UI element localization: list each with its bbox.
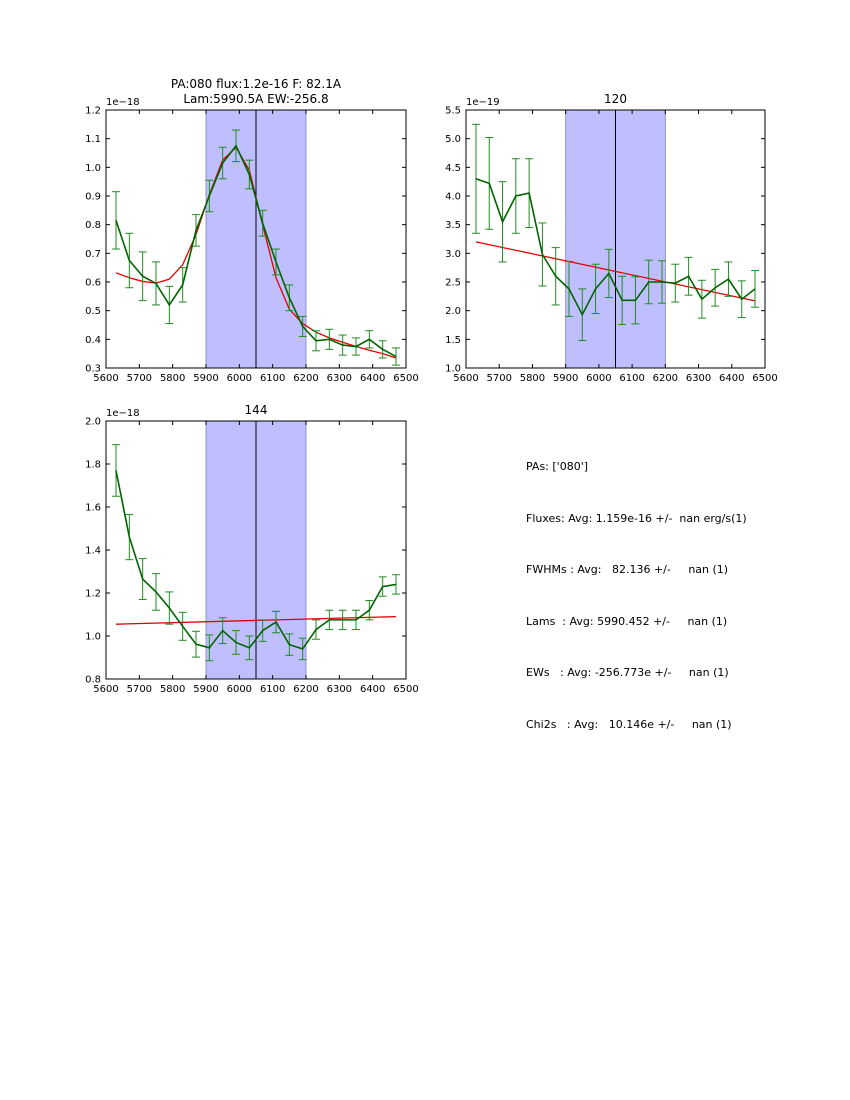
x-tick-label: 5700 bbox=[127, 373, 152, 384]
y-tick-label: 1.1 bbox=[85, 134, 101, 145]
x-tick-label: 6200 bbox=[293, 373, 318, 384]
y-tick-label: 0.7 bbox=[85, 249, 101, 260]
y-tick-label: 1.0 bbox=[85, 163, 101, 174]
y-tick-label: 2.5 bbox=[445, 278, 461, 289]
panel-pa-120: 5600 5700 5800 5900 6000 6100 6200 6300 6400 6500… bbox=[445, 92, 778, 384]
data-line bbox=[115, 470, 397, 650]
summary-stats: PAs: ['080'] Fluxes: Avg: 1.159e-16 +/- … bbox=[526, 434, 747, 757]
panel-title: 120 bbox=[604, 92, 627, 106]
x-tick-label: 6200 bbox=[653, 373, 678, 384]
stats-ews: EWs : Avg: -256.773e +/- nan (1) bbox=[526, 666, 729, 680]
y-tick-label: 3.0 bbox=[445, 249, 461, 260]
data-line bbox=[475, 178, 756, 317]
panel-pa-144: 5600 5700 5800 5900 6000 6100 6200 6300 6400 6500… bbox=[85, 403, 419, 695]
y-tick-label: 0.8 bbox=[85, 220, 101, 231]
stats-lams: Lams : Avg: 5990.452 +/- nan (1) bbox=[526, 614, 728, 628]
x-tick-label: 5900 bbox=[193, 684, 218, 695]
x-tick-label: 6400 bbox=[360, 684, 385, 695]
fit-line bbox=[115, 616, 397, 625]
panel-title: 144 bbox=[245, 403, 268, 417]
y-tick-label: 1.2 bbox=[85, 589, 101, 600]
panel-title: Lam:5990.5A EW:-256.8 bbox=[183, 92, 328, 106]
x-tick-label: 5900 bbox=[553, 373, 578, 384]
data-line bbox=[115, 144, 397, 358]
y-tick-label: 1.2 bbox=[85, 106, 101, 117]
x-tick-label: 6500 bbox=[393, 373, 418, 384]
x-tick-label: 5700 bbox=[127, 684, 152, 695]
panel-title: PA:080 flux:1.2e-16 F: 82.1A bbox=[171, 77, 342, 91]
y-tick-label: 4.0 bbox=[445, 192, 461, 203]
y-tick-label: 0.4 bbox=[85, 335, 101, 346]
y-tick-label: 2.0 bbox=[85, 417, 101, 428]
y-offset-label: 1e−19 bbox=[466, 97, 500, 108]
x-tick-label: 6100 bbox=[260, 684, 285, 695]
axes-frame bbox=[465, 109, 766, 369]
y-tick-label: 1.8 bbox=[85, 460, 101, 471]
x-tick-label: 5600 bbox=[93, 684, 118, 695]
x-tick-label: 6000 bbox=[586, 373, 611, 384]
x-tick-label: 5800 bbox=[160, 373, 185, 384]
x-tick-label: 6300 bbox=[686, 373, 711, 384]
stats-fluxes: Fluxes: Avg: 1.159e-16 +/- nan erg/s(1) bbox=[526, 511, 747, 525]
x-tick-label: 5600 bbox=[453, 373, 478, 384]
y-tick-label: 1.6 bbox=[85, 503, 101, 514]
x-tick-label: 6200 bbox=[293, 684, 318, 695]
y-tick-label: 1.5 bbox=[445, 335, 461, 346]
y-tick-label: 0.6 bbox=[85, 278, 101, 289]
y-tick-label: 1.0 bbox=[85, 632, 101, 643]
x-tick-label: 5700 bbox=[486, 373, 511, 384]
y-tick-label: 4.5 bbox=[445, 163, 461, 174]
fit-line bbox=[475, 241, 756, 302]
x-tick-label: 5900 bbox=[193, 373, 218, 384]
y-tick-label: 0.9 bbox=[85, 192, 101, 203]
x-tick-label: 6300 bbox=[327, 373, 352, 384]
stats-fwhms: FWHMs : Avg: 82.136 +/- nan (1) bbox=[526, 563, 729, 577]
y-tick-label: 1.4 bbox=[85, 546, 101, 557]
y-tick-label: 2.0 bbox=[445, 306, 461, 317]
x-tick-label: 5600 bbox=[93, 373, 118, 384]
y-tick-label: 0.3 bbox=[85, 364, 101, 375]
x-tick-label: 5800 bbox=[520, 373, 545, 384]
y-tick-label: 3.5 bbox=[445, 220, 461, 231]
y-offset-label: 1e−18 bbox=[106, 408, 140, 419]
y-tick-label: 0.5 bbox=[85, 306, 101, 317]
y-offset-label: 1e−18 bbox=[106, 97, 140, 108]
x-tick-label: 6500 bbox=[752, 373, 777, 384]
panel-pa-080: 5600 5700 5800 5900 6000 6100 6200 6300 6400 6500… bbox=[85, 77, 419, 384]
y-tick-label: 5.5 bbox=[445, 106, 461, 117]
x-tick-label: 6400 bbox=[360, 373, 385, 384]
y-tick-label: 5.0 bbox=[445, 134, 461, 145]
x-tick-label: 6300 bbox=[327, 684, 352, 695]
x-tick-label: 6100 bbox=[260, 373, 285, 384]
y-tick-label: 1.0 bbox=[445, 364, 461, 375]
stats-chi2s: Chi2s : Avg: 10.146e +/- nan (1) bbox=[526, 717, 732, 731]
stats-pas: PAs: ['080'] bbox=[526, 460, 589, 473]
y-tick-label: 0.8 bbox=[85, 675, 101, 686]
x-tick-label: 5800 bbox=[160, 684, 185, 695]
x-tick-label: 6400 bbox=[719, 373, 744, 384]
x-tick-label: 6000 bbox=[227, 684, 252, 695]
axes-frame bbox=[105, 109, 407, 369]
x-tick-label: 6500 bbox=[393, 684, 418, 695]
x-tick-label: 6100 bbox=[619, 373, 644, 384]
x-tick-label: 6000 bbox=[227, 373, 252, 384]
